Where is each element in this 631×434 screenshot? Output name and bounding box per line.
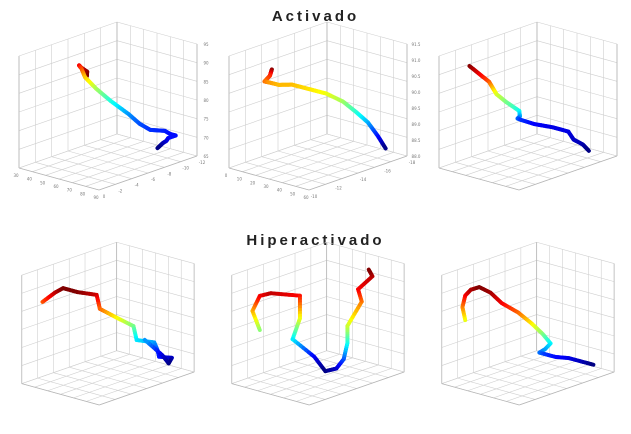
series-line [460,285,596,367]
x-tick-label: 90 [93,195,99,200]
x-tick-label: 60 [303,195,309,200]
z-tick-label: 75 [203,117,209,122]
z-tick-label: 90.5 [412,74,421,79]
x-tick-label: 50 [290,191,296,196]
section-title-activado: Activado [271,8,360,25]
z-tick-label: 90.0 [412,90,421,95]
x-tick-label: 10 [237,177,243,182]
gridlines [228,21,408,191]
x-tick-label: 80 [80,191,86,196]
y-tick-label: -18 [409,160,416,165]
z-tick-label: 90 [203,61,209,66]
x-tick-label: 60 [53,184,59,189]
chart-panel-6 [441,241,615,406]
z-tick-label: 70 [203,135,209,140]
y-tick-label: -16 [384,169,391,174]
y-tick-label: -12 [335,186,342,191]
axis-frame [441,242,615,406]
series-line [250,267,375,374]
y-tick-label: -10 [182,166,189,171]
y-tick-label: -12 [199,160,206,165]
y-tick-label: -14 [360,177,367,182]
gridlines [18,21,198,191]
z-tick-label: 85 [203,79,209,84]
series-segment [142,337,149,344]
z-tick-label: 88.0 [412,154,421,159]
y-tick-label: -2 [118,188,122,193]
chart-panel-4 [21,241,195,406]
z-tick-label: 95 [203,42,209,47]
x-tick-label: 20 [250,180,256,185]
series-line [40,286,174,366]
series-line [77,63,178,151]
axis-frame [228,22,408,191]
x-tick-label: 0 [225,173,228,178]
x-tick-label: 30 [13,173,19,178]
z-tick-label: 91.0 [412,58,421,63]
z-tick-label: 91.5 [412,42,421,47]
z-tick-label: 80 [203,98,209,103]
gridlines [441,241,615,406]
gridlines [438,21,618,191]
x-tick-label: 30 [263,184,269,189]
axis-frame [231,242,405,406]
series-line [467,64,591,153]
y-tick-label: -10 [311,194,318,199]
y-tick-label: -6 [151,177,155,182]
series-line [262,67,388,151]
chart-panel-5 [231,241,405,406]
series-segment [382,144,388,151]
x-tick-label: 70 [67,188,73,193]
y-tick-label: -4 [135,183,139,188]
axis-frame [21,242,195,406]
y-tick-label: 0 [103,194,106,199]
section-title-hiperactivado: Hiperactivado [246,232,385,249]
series-segment [155,145,161,151]
axis-frame [438,22,618,191]
z-tick-label: 88.5 [412,138,421,143]
z-tick-label: 89.5 [412,106,421,111]
x-tick-label: 50 [40,180,46,185]
z-tick-label: 89.0 [412,122,421,127]
z-tick-label: 65 [203,154,209,159]
y-tick-label: -8 [167,171,171,176]
series-segment [586,148,591,153]
chart-panel-3 [438,21,618,191]
axis-frame [18,22,198,191]
x-tick-label: 40 [277,188,283,193]
gridlines [21,241,195,406]
x-tick-label: 40 [27,177,33,182]
